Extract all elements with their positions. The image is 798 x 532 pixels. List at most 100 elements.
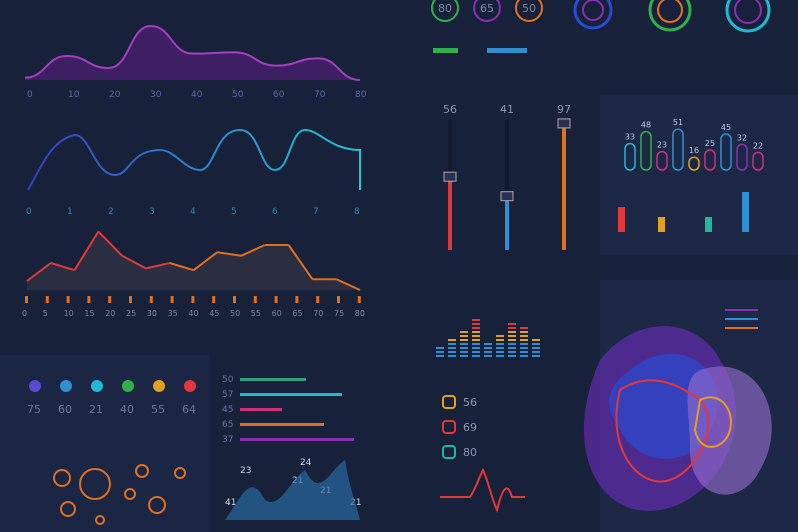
gauge-value: 65 xyxy=(480,2,494,15)
equalizer-bar xyxy=(472,327,480,329)
x-tick-label: 45 xyxy=(209,309,219,318)
tick-marker xyxy=(316,296,320,303)
equalizer-bar xyxy=(508,331,516,333)
waveform xyxy=(440,467,525,513)
gauge-ring xyxy=(431,0,459,22)
line-segment xyxy=(217,251,242,257)
equalizer-bar xyxy=(496,339,504,341)
line-segment xyxy=(121,254,147,270)
stat-icon xyxy=(153,380,165,392)
donut-ring xyxy=(573,0,613,30)
hbar xyxy=(240,408,282,411)
tick-marker xyxy=(66,296,70,303)
equalizer-bar xyxy=(436,347,444,349)
x-tick-label: 50 xyxy=(230,309,240,318)
slider-handle xyxy=(443,171,457,182)
tick-marker xyxy=(253,296,257,303)
equalizer-bar xyxy=(520,347,528,349)
blob-outline xyxy=(615,379,710,483)
status-value: 80 xyxy=(463,446,477,459)
equalizer-bar xyxy=(460,355,468,357)
equalizer-bar xyxy=(520,331,528,333)
equalizer-bar xyxy=(484,355,492,357)
tick-marker xyxy=(274,296,278,303)
equalizer-bar xyxy=(508,351,516,353)
area-line xyxy=(24,24,361,81)
line-segment xyxy=(335,278,361,291)
equalizer-bar xyxy=(484,347,492,349)
equalizer-bar xyxy=(472,355,480,357)
x-tick-label: 15 xyxy=(84,309,94,318)
equalizer-bar xyxy=(472,331,480,333)
equalizer-bar xyxy=(496,347,504,349)
equalizer-bar xyxy=(460,343,468,345)
equalizer-bar xyxy=(520,339,528,341)
donut-ring xyxy=(582,0,604,21)
progress-bar xyxy=(433,48,458,53)
line-segment xyxy=(26,262,52,282)
equalizer-bar xyxy=(484,351,492,353)
status-value: 69 xyxy=(463,421,477,434)
pill-bar xyxy=(656,150,668,171)
x-tick-label: 40 xyxy=(188,309,198,318)
x-tick-label: 0 xyxy=(22,309,27,318)
tick-marker xyxy=(357,296,361,303)
peak-label: 41 xyxy=(225,498,236,508)
equalizer-bar xyxy=(472,351,480,353)
line-segment xyxy=(97,230,123,257)
x-tick-label: 10 xyxy=(68,90,80,100)
stat-value: 60 xyxy=(58,403,72,416)
tick-marker xyxy=(212,296,216,303)
hbar-value: 65 xyxy=(222,420,233,430)
equalizer-bar xyxy=(460,331,468,333)
equalizer-bar xyxy=(508,323,516,325)
slider-fill xyxy=(562,123,566,250)
slider-track xyxy=(505,120,509,250)
pill-bar-label: 45 xyxy=(721,123,731,132)
stat-icon xyxy=(29,380,41,392)
equalizer-bar xyxy=(520,343,528,345)
x-tick-label: 2 xyxy=(108,207,114,217)
x-tick-label: 0 xyxy=(26,207,32,217)
equalizer-bar xyxy=(532,351,540,353)
pill-bar xyxy=(688,156,700,171)
tick-marker xyxy=(108,296,112,303)
slider-fill xyxy=(448,177,452,250)
donut-ring xyxy=(648,0,692,32)
equalizer-bar xyxy=(508,327,516,329)
x-tick-label: 10 xyxy=(64,309,74,318)
hbar-value: 37 xyxy=(222,435,233,445)
bubble-ring xyxy=(174,467,186,479)
line-segment xyxy=(240,244,266,257)
hbar xyxy=(240,393,342,396)
bar-panel xyxy=(600,95,798,255)
line-segment xyxy=(73,230,100,271)
donut-ring xyxy=(734,0,762,24)
equalizer-bar xyxy=(532,355,540,357)
x-tick-label: 30 xyxy=(150,90,162,100)
x-tick-label: 5 xyxy=(43,309,48,318)
equalizer-bar xyxy=(448,351,456,353)
donut-ring xyxy=(657,0,683,23)
peak-label: 21 xyxy=(350,498,361,508)
x-tick-label: 30 xyxy=(147,309,157,318)
hbar-value: 57 xyxy=(222,390,233,400)
hbar xyxy=(240,438,354,441)
hbar-value: 45 xyxy=(222,405,233,415)
pill-bar xyxy=(736,143,748,171)
gauge-ring xyxy=(473,0,501,22)
equalizer-bar xyxy=(520,355,528,357)
x-tick-label: 25 xyxy=(126,309,136,318)
bubble-ring xyxy=(60,501,76,517)
pill-bar-label: 32 xyxy=(737,133,747,142)
gauge-value: 50 xyxy=(522,2,536,15)
x-tick-label: 50 xyxy=(232,90,244,100)
pill-bar-label: 33 xyxy=(625,133,635,142)
x-tick-label: 65 xyxy=(292,309,302,318)
mini-bar xyxy=(742,192,749,232)
x-tick-label: 20 xyxy=(109,90,121,100)
tick-marker xyxy=(45,296,49,303)
pill-bar xyxy=(720,133,732,171)
x-tick-label: 75 xyxy=(334,309,344,318)
slider-value: 97 xyxy=(557,103,571,116)
